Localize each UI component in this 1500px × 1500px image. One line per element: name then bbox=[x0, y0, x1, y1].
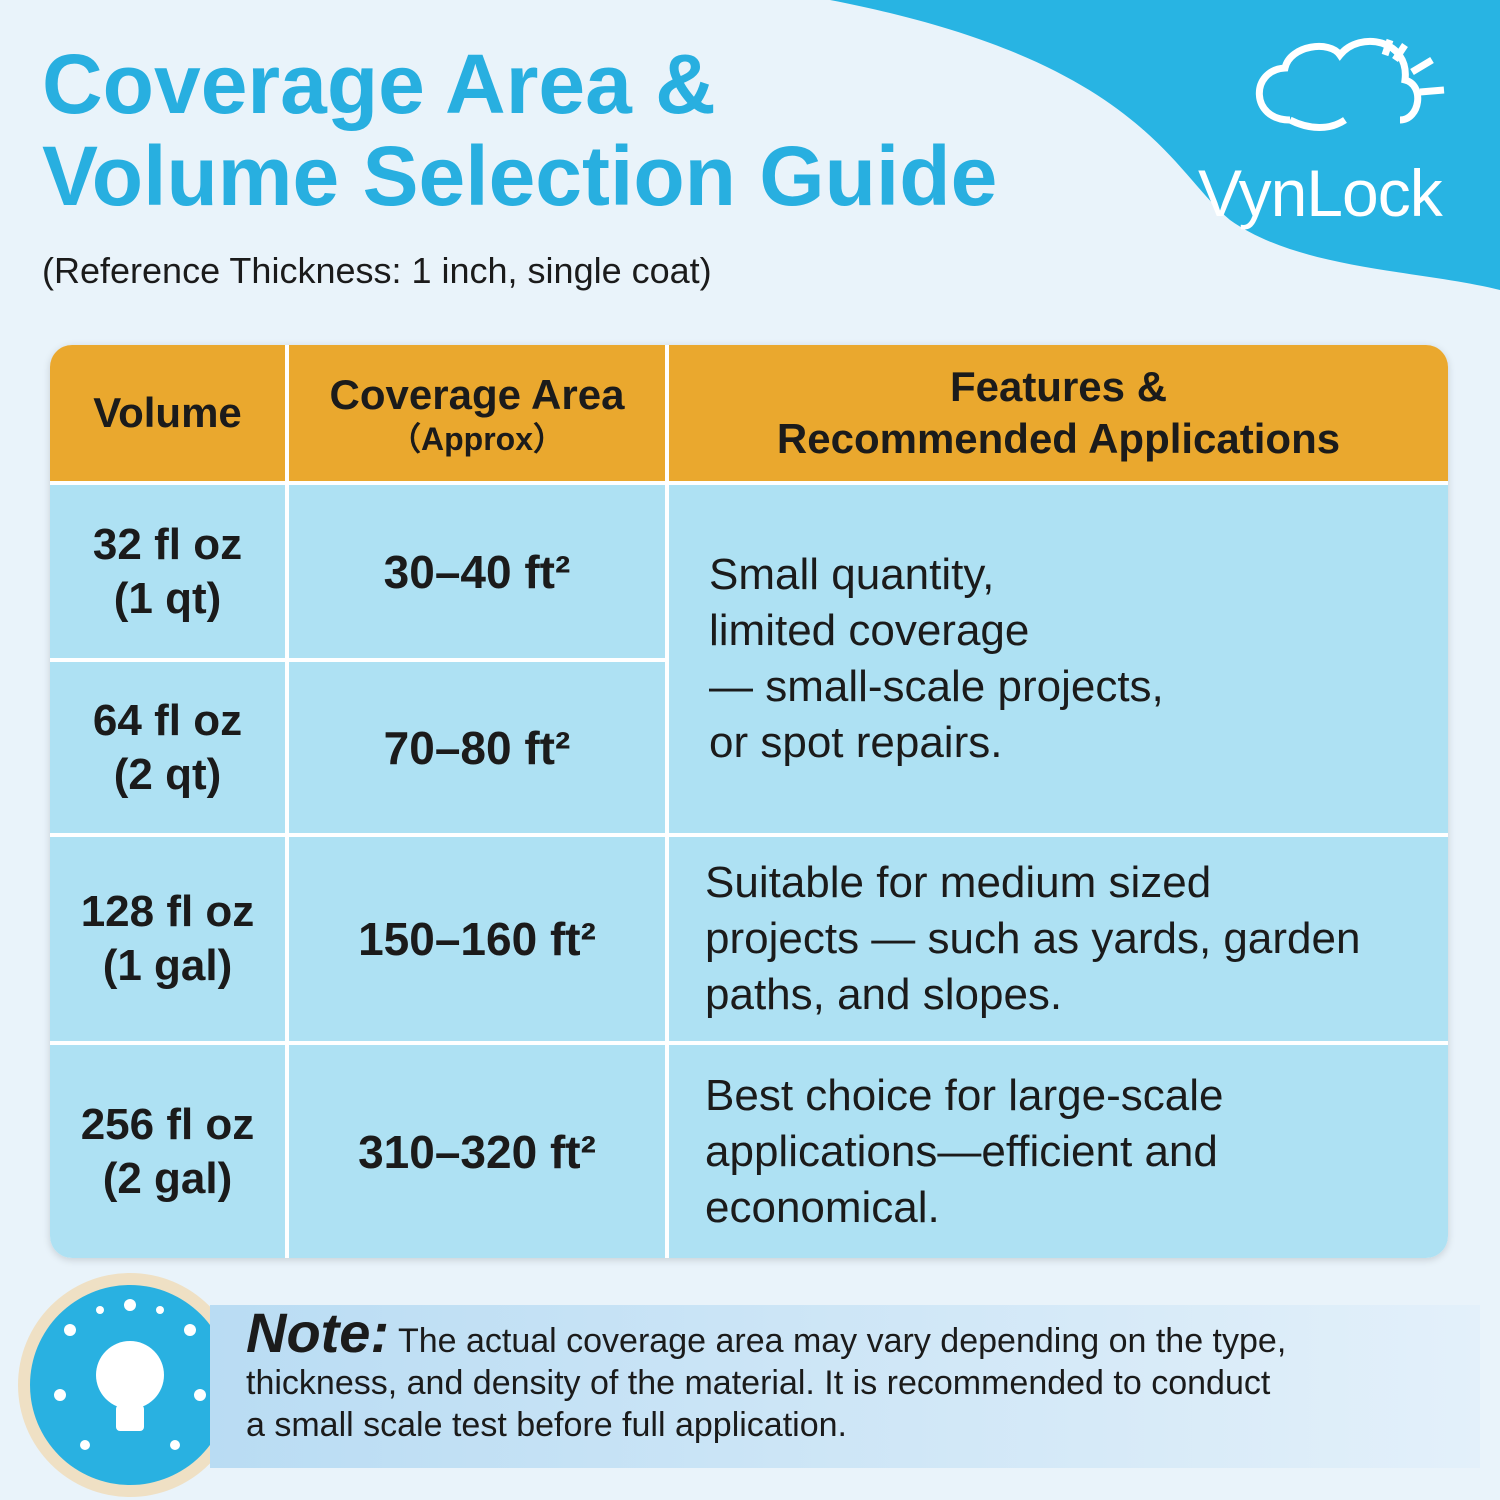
volume-text: (1 qt) bbox=[113, 573, 222, 623]
feature-line: paths, and slopes. bbox=[705, 970, 1063, 1019]
volume-text: (2 qt) bbox=[113, 749, 222, 799]
header-text: Volume bbox=[93, 389, 242, 436]
feature-cell: Small quantity, limited coverage — small-s… bbox=[669, 485, 1448, 833]
header-cell: Coverage Area （Approx） bbox=[289, 345, 665, 481]
feature-line: — small-scale projects, bbox=[709, 662, 1164, 711]
volume-text: 128 fl oz bbox=[80, 887, 255, 936]
logo-cloud bbox=[1255, 37, 1445, 131]
title-line: Volume Selection Guide bbox=[42, 129, 998, 223]
title: Coverage Area & Volume Selection Guide bbox=[42, 38, 997, 222]
feature-cell: Suitable for medium sized projects — such… bbox=[669, 837, 1448, 1041]
feature-line: Best choice for large-scale bbox=[705, 1070, 1224, 1120]
header-text: Recommended Applications bbox=[776, 415, 1341, 462]
note: Note: The actual coverage area may vary … bbox=[246, 1305, 1287, 1446]
volume-text: 64 fl oz bbox=[92, 695, 243, 745]
note-line: Note: The actual coverage area may vary … bbox=[246, 1305, 1287, 1362]
volume-text: 256 fl oz bbox=[80, 1099, 255, 1149]
volume-text: 32 fl oz bbox=[92, 519, 243, 569]
feature-line: limited coverage bbox=[709, 606, 1030, 655]
volume-cell: 256 fl oz (2 gal) bbox=[50, 1045, 285, 1258]
subtitle: (Reference Thickness: 1 inch, single coa… bbox=[42, 250, 712, 291]
feature-line: economical. bbox=[705, 1182, 940, 1232]
coverage-cell: 150–160 ft² bbox=[289, 837, 665, 1041]
header-cell: Features & Recommended Applications bbox=[669, 345, 1448, 481]
corner-wave bbox=[830, 0, 1500, 290]
title-line: Coverage Area & bbox=[42, 37, 716, 131]
coverage-text: 30–40 ft² bbox=[383, 545, 571, 598]
coverage-text: 150–160 ft² bbox=[358, 913, 596, 965]
note-label: Note: bbox=[246, 1301, 390, 1364]
header-cell: Volume bbox=[50, 345, 285, 481]
volume-cell: 32 fl oz (1 qt) bbox=[50, 485, 285, 658]
coverage-cell: 30–40 ft² bbox=[289, 485, 665, 658]
volume-cell: 128 fl oz (1 gal) bbox=[50, 837, 285, 1041]
bulb-icon bbox=[54, 1299, 206, 1450]
coverage-cell: 310–320 ft² bbox=[289, 1045, 665, 1258]
feature-line: projects — such as yards, garden bbox=[705, 914, 1361, 963]
feature-line: applications—efficient and bbox=[705, 1126, 1218, 1176]
volume-text: (2 gal) bbox=[102, 1153, 233, 1203]
note-line: a small scale test before full applicati… bbox=[246, 1406, 847, 1444]
brand: VynLock bbox=[1198, 156, 1443, 230]
note-box bbox=[210, 1305, 1480, 1468]
coverage-text: 310–320 ft² bbox=[358, 1125, 596, 1178]
note-text: The actual coverage area may vary depend… bbox=[397, 1322, 1287, 1360]
header-sub: （Approx） bbox=[388, 421, 565, 457]
header-text: Features & bbox=[949, 363, 1168, 410]
feature-line: Small quantity, bbox=[709, 550, 995, 599]
coverage-text: 70–80 ft² bbox=[383, 721, 571, 774]
table: Volume Coverage Area （Approx） Features & R… bbox=[50, 345, 1448, 1258]
feature-line: or spot repairs. bbox=[709, 718, 1003, 767]
volume-text: (1 gal) bbox=[102, 941, 233, 990]
header-text: Coverage Area bbox=[329, 371, 625, 418]
volume-cell: 64 fl oz (2 qt) bbox=[50, 662, 285, 833]
note-line: thickness, and density of the material. … bbox=[246, 1364, 1271, 1402]
feature-cell: Best choice for large-scale applications—… bbox=[669, 1045, 1448, 1258]
feature-line: Suitable for medium sized bbox=[705, 858, 1212, 907]
coverage-cell: 70–80 ft² bbox=[289, 662, 665, 833]
